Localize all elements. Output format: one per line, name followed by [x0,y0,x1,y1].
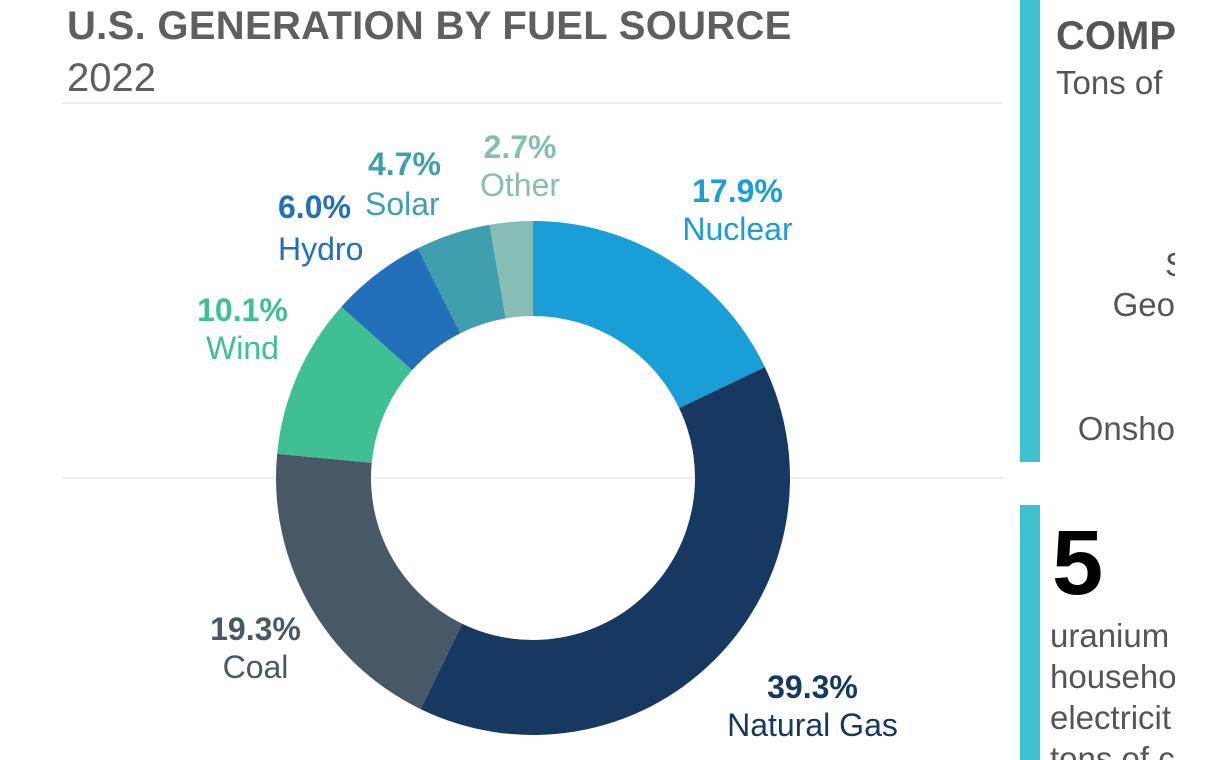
chart-title: U.S. GENERATION BY FUEL SOURCE [67,4,792,48]
data-label-name: Solar [365,186,440,222]
data-label-value: 4.7% [368,146,441,182]
data-label-name: Wind [206,330,279,366]
data-label-value: 6.0% [278,189,351,225]
data-label-name: Natural Gas [727,707,898,743]
slice-other [489,221,533,319]
category-label: S [1165,246,1175,284]
label-natural-gas: 39.3% Natural Gas [715,668,910,744]
data-label-name: Other [479,167,561,203]
gridline [62,477,1003,479]
category-label: Geo [1112,286,1175,323]
donut-chart [276,221,790,736]
slice-hydro [341,248,461,371]
label-coal: 19.3% Coal [198,610,313,686]
data-label-name: Nuclear [682,211,793,247]
fact-text: uranium househo electricit tons of c [1050,615,1175,760]
data-label-name: Hydro [278,231,364,267]
fact-number: 5 [1052,512,1104,614]
category-label: I [1174,208,1175,246]
slice-natural-gas [420,367,790,736]
data-label-value: 2.7% [483,129,557,165]
label-nuclear: 17.9% Nuclear [675,172,800,248]
comparison-card: COMP Tons of I S Geo Onsho [1040,0,1175,462]
card-accent-bar [1020,0,1040,462]
card-subtitle: Tons of [1056,64,1163,101]
slice-wind [277,306,413,463]
fact-line: tons of c [1050,740,1175,760]
gridline [62,102,1003,104]
data-label-value: 17.9% [692,173,783,209]
category-label: Onsho [1077,410,1175,447]
slice-nuclear [533,221,765,409]
data-label-value: 10.1% [197,292,288,328]
card-accent-bar [1020,505,1040,760]
fact-line: electricit [1050,699,1172,736]
data-label-value: 39.3% [767,669,858,705]
label-hydro: 6.0% Hydro [278,188,468,268]
card-title: COMP [1056,14,1175,58]
label-wind: 10.1% Wind [190,291,295,367]
slice-solar [417,224,506,334]
label-other: 2.7% Other [470,128,570,204]
fact-line: househo [1050,658,1175,695]
fact-card: 5 uranium househo electricit tons of c [1040,505,1175,760]
label-solar: 4.7% Solar [365,145,465,223]
slice-coal [276,453,463,710]
fact-line: uranium [1050,617,1170,654]
data-label-name: Coal [222,649,289,685]
chart-subtitle: 2022 [67,56,156,100]
data-label-value: 19.3% [210,611,301,647]
